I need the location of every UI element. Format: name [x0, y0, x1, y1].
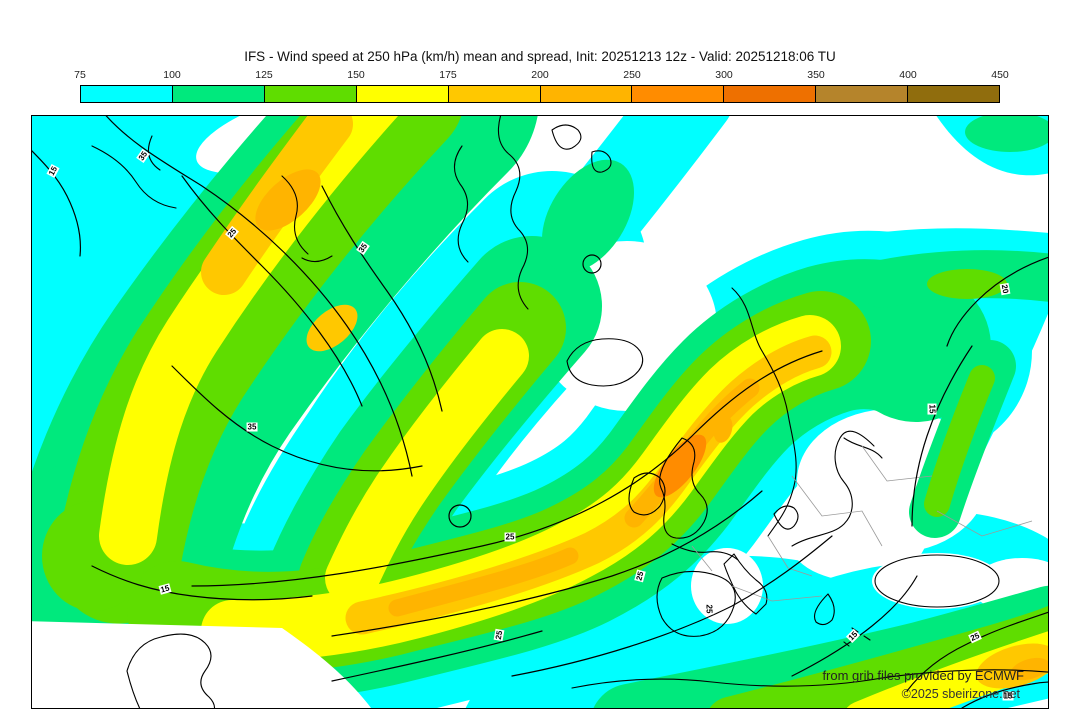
colorbar-tick: 300: [715, 69, 733, 81]
colorbar-tick: 100: [163, 69, 181, 81]
colorbar: [80, 85, 1000, 103]
colorbar-swatch: [908, 86, 1000, 102]
colorbar-ticks: 75 100 125 150 175 200 250 300 350 400 450: [74, 69, 1009, 82]
contour-label: 20: [999, 282, 1011, 296]
colorbar-tick: 450: [991, 69, 1009, 81]
colorbar-tick: 400: [899, 69, 917, 81]
country-borders: [691, 445, 1033, 602]
colorbar-swatch: [81, 86, 173, 102]
spread-contours: [32, 116, 1048, 708]
contour-label: 25: [504, 532, 516, 542]
colorbar-tick: 125: [255, 69, 273, 81]
colorbar-swatch: [356, 86, 449, 102]
colorbar-tick: 350: [807, 69, 825, 81]
shading-orange-jet-core: [653, 434, 707, 498]
colorbar-tick: 250: [623, 69, 641, 81]
colorbar-swatch: [632, 86, 725, 102]
contour-label: 15: [927, 403, 937, 415]
colorbar-tick: 150: [347, 69, 365, 81]
weather-map-svg: [32, 116, 1048, 708]
coastlines: [91, 116, 1048, 708]
colorbar-tick: 75: [74, 69, 86, 81]
colorbar-swatch: [724, 86, 817, 102]
map-panel: 35 15 25 35 35 25 25 25 25 15 20 15 25 15 15 from grib…: [31, 115, 1049, 709]
chart-title: IFS - Wind speed at 250 hPa (km/h) mean …: [244, 49, 836, 64]
colorbar-swatch: [448, 86, 541, 102]
contour-label: 15: [1002, 691, 1014, 701]
colorbar-swatch: [816, 86, 909, 102]
contour-label: 25: [704, 603, 714, 615]
colorbar-swatch: [540, 86, 633, 102]
contour-label: 35: [246, 422, 258, 432]
contour-label: 25: [493, 628, 505, 642]
colorbar-swatch: [264, 86, 357, 102]
colorbar-tick: 200: [531, 69, 549, 81]
attribution-ecmwf: from grib files provided by ECMWF: [822, 668, 1024, 683]
colorbar-swatch: [172, 86, 265, 102]
shading-white-sw-corner: [32, 621, 372, 708]
colorbar-tick: 175: [439, 69, 457, 81]
attribution-site: ©2025 sbeirizone.net: [901, 687, 1020, 701]
